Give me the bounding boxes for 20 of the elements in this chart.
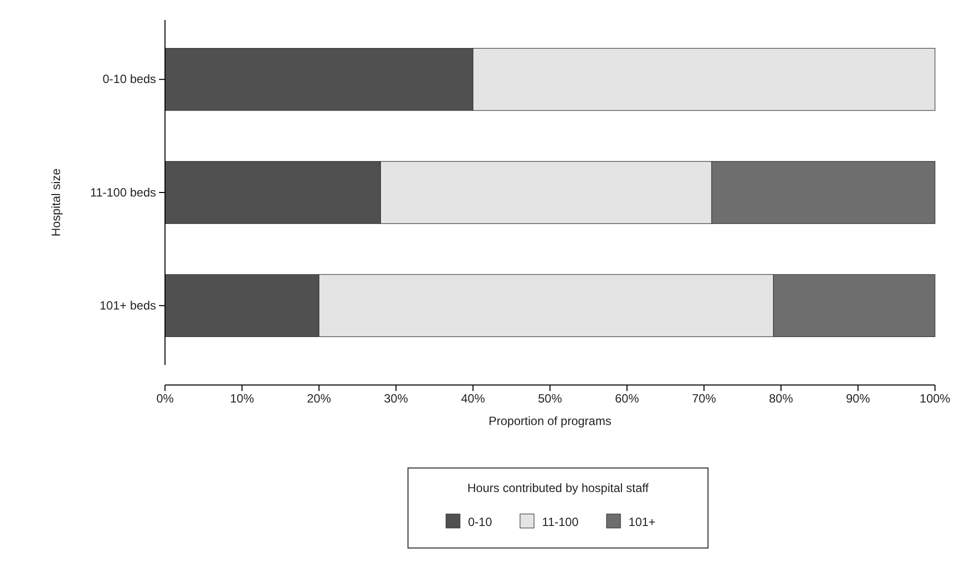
legend-label: 0-10 — [468, 515, 492, 529]
x-tick-label: 100% — [920, 392, 951, 406]
x-tick-label: 0% — [156, 392, 174, 406]
x-tick-label: 50% — [538, 392, 562, 406]
x-tick-label: 20% — [306, 392, 332, 406]
x-tick-label: 60% — [614, 392, 640, 406]
x-tick-label: 30% — [384, 392, 408, 406]
x-tick-label: 40% — [460, 392, 486, 406]
y-axis-title: Hospital size — [49, 168, 63, 237]
y-tick-label: 101+ beds — [100, 298, 156, 312]
legend-label: 101+ — [628, 515, 656, 529]
x-tick-label: 10% — [230, 392, 254, 406]
x-tick-label: 70% — [692, 392, 716, 406]
y-tick-label: 11-100 beds — [90, 185, 156, 200]
x-tick-label: 80% — [768, 392, 794, 406]
x-axis-title: Proportion of programs — [488, 414, 612, 428]
x-tick-label: 90% — [846, 392, 870, 406]
legend-label: 11-100 — [542, 515, 579, 529]
y-tick-label: 0-10 beds — [102, 72, 156, 86]
legend-title: Hours contributed by hospital staff — [467, 481, 650, 495]
